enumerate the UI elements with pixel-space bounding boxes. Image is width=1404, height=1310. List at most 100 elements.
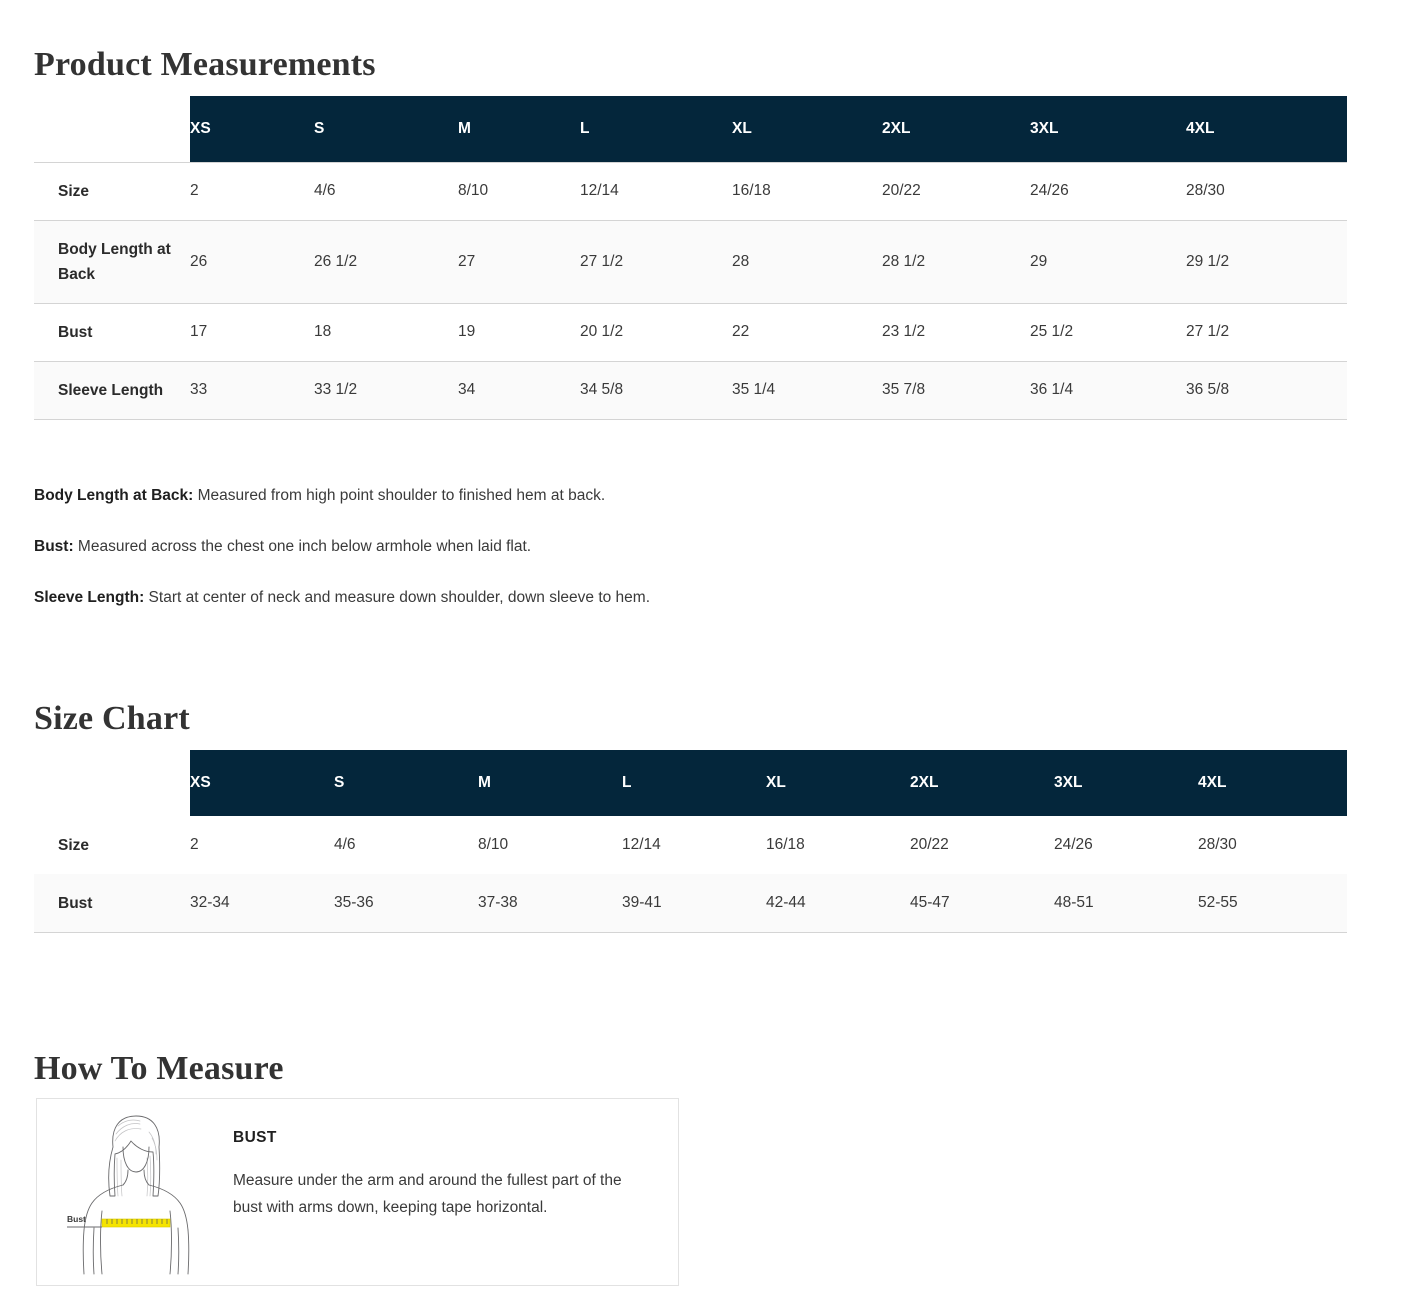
row-header-bust: Bust	[34, 302, 190, 362]
cell-size-xs: 2	[190, 161, 314, 221]
cell-body-length-l: 27 1/2	[580, 219, 732, 304]
page-title-how-to-measure: How To Measure	[34, 1049, 284, 1087]
cell-bust-xs: 17	[190, 302, 314, 362]
note-text: Measured from high point shoulder to fin…	[193, 487, 606, 504]
cell-sleeve-s: 33 1/2	[314, 360, 458, 420]
cell-size-m: 8/10	[458, 161, 580, 221]
cell-sleeve-xs: 33	[190, 360, 314, 420]
note-text: Start at center of neck and measure down…	[144, 589, 651, 606]
cell-size-l: 12/14	[580, 161, 732, 221]
cell-bust-xl: 42-44	[766, 873, 910, 933]
table-row: Bust 32-34 35-36 37-38 39-41 42-44 45-47…	[34, 873, 1347, 933]
row-header-size: Size	[58, 836, 90, 854]
table-row: Sleeve Length 33 33 1/2 34 34 5/8 35 1/4…	[34, 360, 1347, 420]
row-header-body-length-at-back: Body Length at Back	[34, 219, 190, 304]
column-header-m: M	[478, 750, 622, 816]
column-header-m: M	[458, 96, 580, 162]
cell-body-length-2xl: 28 1/2	[882, 219, 1030, 304]
note-bust: Bust: Measured across the chest one inch…	[34, 536, 1354, 558]
cell-sleeve-m: 34	[458, 360, 580, 420]
figure-label-bust: Bust	[67, 1214, 86, 1224]
column-header-xl: XL	[766, 750, 910, 816]
column-header-3xl: 3XL	[1054, 750, 1198, 816]
table-corner-cell	[34, 750, 190, 816]
cell-size-3xl: 24/26	[1054, 836, 1093, 853]
cell-bust-l: 20 1/2	[580, 302, 732, 362]
cell-bust-2xl: 45-47	[910, 873, 1054, 933]
column-header-xs: XS	[190, 750, 334, 816]
cell-size-4xl: 28/30	[1198, 836, 1237, 853]
cell-size-2xl: 20/22	[910, 836, 949, 853]
column-header-4xl: 4XL	[1186, 96, 1347, 162]
column-header-s: S	[334, 750, 478, 816]
cell-size-xl: 16/18	[766, 836, 805, 853]
page-title-size-chart: Size Chart	[34, 699, 190, 737]
cell-bust-l: 39-41	[622, 873, 766, 933]
table-corner-cell	[34, 96, 190, 162]
table-row: Size 2 4/6 8/10 12/14 16/18 20/22 24/26 …	[34, 816, 1347, 874]
column-header-l: L	[580, 96, 732, 162]
cell-size-2xl: 20/22	[882, 161, 1030, 221]
cell-bust-s: 18	[314, 302, 458, 362]
cell-body-length-xl: 28	[732, 219, 882, 304]
note-term: Sleeve Length:	[34, 589, 145, 606]
how-to-measure-body: Measure under the arm and around the ful…	[233, 1172, 622, 1216]
cell-bust-2xl: 23 1/2	[882, 302, 1030, 362]
table-row: Body Length at Back 26 26 1/2 27 27 1/2 …	[34, 219, 1347, 304]
column-header-xs: XS	[190, 96, 314, 162]
column-header-xl: XL	[732, 96, 882, 162]
cell-bust-4xl: 52-55	[1198, 873, 1347, 933]
how-to-measure-card-bust: Bust BUST Measure under the arm and arou…	[36, 1098, 679, 1286]
cell-size-s: 4/6	[314, 161, 458, 221]
product-measurements-table: XS S M L XL 2XL 3XL 4XL Size 2 4/6 8/10 …	[34, 96, 1347, 420]
note-term: Bust:	[34, 538, 74, 555]
cell-size-xl: 16/18	[732, 161, 882, 221]
cell-sleeve-3xl: 36 1/4	[1030, 360, 1186, 420]
measurement-notes: Body Length at Back: Measured from high …	[34, 485, 1354, 609]
cell-body-length-3xl: 29	[1030, 219, 1186, 304]
table-row: Bust 17 18 19 20 1/2 22 23 1/2 25 1/2 27…	[34, 302, 1347, 362]
cell-size-m: 8/10	[478, 836, 509, 853]
cell-size-l: 12/14	[622, 836, 661, 853]
note-term: Body Length at Back:	[34, 487, 194, 504]
cell-sleeve-2xl: 35 7/8	[882, 360, 1030, 420]
row-header-bust: Bust	[34, 873, 190, 933]
note-text: Measured across the chest one inch below…	[73, 538, 532, 555]
table-header-row: XS S M L XL 2XL 3XL 4XL	[34, 750, 1347, 816]
cell-bust-xl: 22	[732, 302, 882, 362]
cell-sleeve-l: 34 5/8	[580, 360, 732, 420]
cell-bust-m: 19	[458, 302, 580, 362]
cell-bust-3xl: 48-51	[1054, 873, 1198, 933]
row-header-sleeve-length: Sleeve Length	[34, 360, 190, 420]
measuring-tape-icon	[101, 1218, 171, 1228]
page-title-product-measurements: Product Measurements	[34, 45, 376, 83]
cell-bust-4xl: 27 1/2	[1186, 302, 1347, 362]
cell-bust-m: 37-38	[478, 873, 622, 933]
cell-body-length-4xl: 29 1/2	[1186, 219, 1347, 304]
how-to-measure-heading: BUST	[233, 1129, 277, 1146]
female-torso-bust-measure-illustration: Bust	[67, 1115, 190, 1275]
cell-bust-s: 35-36	[334, 873, 478, 933]
note-body-length-at-back: Body Length at Back: Measured from high …	[34, 485, 1354, 507]
column-header-l: L	[622, 750, 766, 816]
row-header-size: Size	[34, 161, 190, 221]
cell-body-length-s: 26 1/2	[314, 219, 458, 304]
how-to-measure-text-block: BUST Measure under the arm and around th…	[233, 1129, 678, 1221]
cell-sleeve-xl: 35 1/4	[732, 360, 882, 420]
column-header-s: S	[314, 96, 458, 162]
cell-size-4xl: 28/30	[1186, 161, 1347, 221]
note-sleeve-length: Sleeve Length: Start at center of neck a…	[34, 587, 1354, 609]
cell-size-s: 4/6	[334, 836, 356, 853]
cell-body-length-xs: 26	[190, 219, 314, 304]
cell-bust-xs: 32-34	[190, 873, 334, 933]
column-header-2xl: 2XL	[910, 750, 1054, 816]
size-chart-table: XS S M L XL 2XL 3XL 4XL Size 2 4/6 8/10 …	[34, 750, 1347, 933]
cell-body-length-m: 27	[458, 219, 580, 304]
table-header-row: XS S M L XL 2XL 3XL 4XL	[34, 96, 1347, 162]
cell-size-xs: 2	[190, 836, 199, 853]
column-header-2xl: 2XL	[882, 96, 1030, 162]
cell-sleeve-4xl: 36 5/8	[1186, 360, 1347, 420]
cell-size-3xl: 24/26	[1030, 161, 1186, 221]
table-row: Size 2 4/6 8/10 12/14 16/18 20/22 24/26 …	[34, 161, 1347, 221]
column-header-3xl: 3XL	[1030, 96, 1186, 162]
